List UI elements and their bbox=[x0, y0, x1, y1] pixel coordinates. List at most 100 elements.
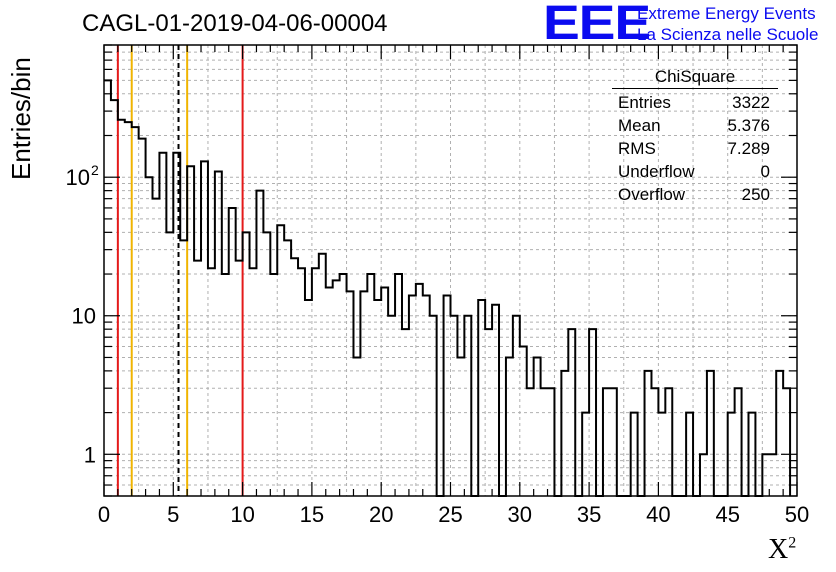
histogram-bin bbox=[340, 274, 347, 496]
histogram-bin bbox=[291, 258, 298, 496]
stats-label: Entries bbox=[618, 93, 671, 112]
stats-label: RMS bbox=[618, 139, 656, 158]
stats-row-entries: Entries 3322 bbox=[612, 91, 778, 114]
histogram-bin bbox=[548, 388, 555, 496]
histogram-bin bbox=[139, 139, 146, 496]
histogram-bin bbox=[464, 316, 471, 496]
x-tick-label: 15 bbox=[300, 502, 324, 527]
histogram-bin bbox=[568, 329, 575, 496]
stats-value: 250 bbox=[741, 185, 770, 204]
histogram-bin bbox=[153, 199, 160, 496]
stats-label: Mean bbox=[618, 116, 661, 135]
histogram-bin bbox=[381, 287, 388, 496]
histogram-bin bbox=[305, 300, 312, 496]
histogram-bin bbox=[610, 388, 617, 496]
x-tick-label: 30 bbox=[508, 502, 532, 527]
histogram-bin bbox=[319, 254, 326, 496]
histogram-bin bbox=[423, 296, 430, 496]
x-tick-label: 50 bbox=[785, 502, 809, 527]
x-tick-label: 25 bbox=[438, 502, 462, 527]
x-tick-label: 45 bbox=[715, 502, 739, 527]
histogram-bin bbox=[132, 127, 139, 496]
histogram-bin bbox=[485, 329, 492, 496]
histogram-bin bbox=[284, 240, 291, 496]
histogram-bin bbox=[409, 296, 416, 496]
histogram-bin bbox=[769, 454, 776, 496]
histogram-bin bbox=[277, 225, 284, 496]
x-axis-label-base: X bbox=[768, 534, 789, 565]
histogram-bin bbox=[367, 274, 374, 496]
histogram-bin bbox=[651, 388, 658, 496]
x-axis-label: X2 bbox=[768, 534, 796, 566]
stats-row-underflow: Underflow 0 bbox=[612, 160, 778, 183]
stats-box: ChiSquare Entries 3322 Mean 5.376 RMS 7.… bbox=[612, 66, 778, 206]
histogram-bin bbox=[326, 287, 333, 496]
histogram-bin bbox=[728, 413, 735, 496]
histogram-bin bbox=[478, 300, 485, 496]
histogram-bin bbox=[263, 232, 270, 496]
histogram-bin bbox=[416, 284, 423, 496]
histogram-bin bbox=[194, 261, 201, 496]
x-tick-label: 35 bbox=[577, 502, 601, 527]
histogram-bin bbox=[159, 153, 166, 496]
histogram-bin bbox=[444, 296, 451, 496]
histogram-bin bbox=[229, 208, 236, 496]
grid-layer bbox=[104, 45, 797, 496]
histogram-bin bbox=[430, 316, 437, 496]
histogram-bin bbox=[208, 268, 215, 496]
stats-value: 0 bbox=[760, 162, 770, 181]
histogram-bin bbox=[146, 177, 153, 496]
histogram-bin bbox=[180, 240, 187, 496]
histogram-bin bbox=[748, 413, 755, 496]
histogram-bin bbox=[665, 388, 672, 496]
histogram-bin bbox=[520, 346, 527, 496]
stats-label: Underflow bbox=[618, 162, 695, 181]
histogram-bin bbox=[270, 274, 277, 496]
histogram-bin bbox=[686, 413, 693, 496]
histogram-bin bbox=[735, 388, 742, 496]
x-axis-label-sup: 2 bbox=[788, 534, 797, 552]
histogram-bin bbox=[776, 371, 783, 496]
histogram-bin bbox=[187, 166, 194, 496]
stats-value: 7.289 bbox=[727, 139, 770, 158]
histogram-bin bbox=[243, 232, 250, 496]
stats-title: ChiSquare bbox=[654, 67, 736, 86]
histogram-bin bbox=[360, 291, 367, 496]
histogram-bin bbox=[534, 357, 541, 496]
histogram-bin bbox=[374, 300, 381, 496]
histogram-bin bbox=[201, 161, 208, 496]
histogram-bin bbox=[173, 153, 180, 496]
histogram-bin bbox=[603, 388, 610, 496]
histogram-bin bbox=[527, 388, 534, 496]
stats-label: Overflow bbox=[618, 185, 686, 204]
y-tick-label-exponent: 2 bbox=[91, 162, 99, 178]
logo-caption-line-1: Extreme Energy Events bbox=[637, 4, 816, 23]
histogram-bin bbox=[104, 80, 111, 496]
histogram-bin bbox=[707, 371, 714, 496]
histogram-bin bbox=[347, 291, 354, 496]
histogram-bin bbox=[506, 357, 513, 496]
y-axis-label: Entries/bin bbox=[6, 57, 36, 180]
chart-title: CAGL-01-2019-04-06-00004 bbox=[82, 10, 388, 37]
histogram-bin bbox=[353, 357, 360, 496]
histogram-bin bbox=[395, 274, 402, 496]
histogram-bin bbox=[658, 413, 665, 496]
logo-caption-line-2: La Scienza nelle Scuole bbox=[637, 25, 819, 44]
histogram-bin bbox=[256, 191, 263, 496]
histogram-bin bbox=[402, 329, 409, 496]
histogram-bin bbox=[250, 268, 257, 496]
stats-value: 5.376 bbox=[727, 116, 770, 135]
histogram-bin bbox=[541, 388, 548, 496]
histogram-bin bbox=[645, 371, 652, 496]
y-tick-label: 1 bbox=[84, 442, 96, 467]
histogram-bin bbox=[333, 280, 340, 496]
y-tick-label: 10 bbox=[72, 304, 96, 329]
eee-logo: EEE bbox=[543, 0, 651, 50]
histogram-bin bbox=[589, 329, 596, 496]
histogram-bin bbox=[388, 316, 395, 496]
histogram-bin bbox=[561, 371, 568, 496]
histogram-bin bbox=[312, 268, 319, 496]
x-tick-label: 10 bbox=[230, 502, 254, 527]
